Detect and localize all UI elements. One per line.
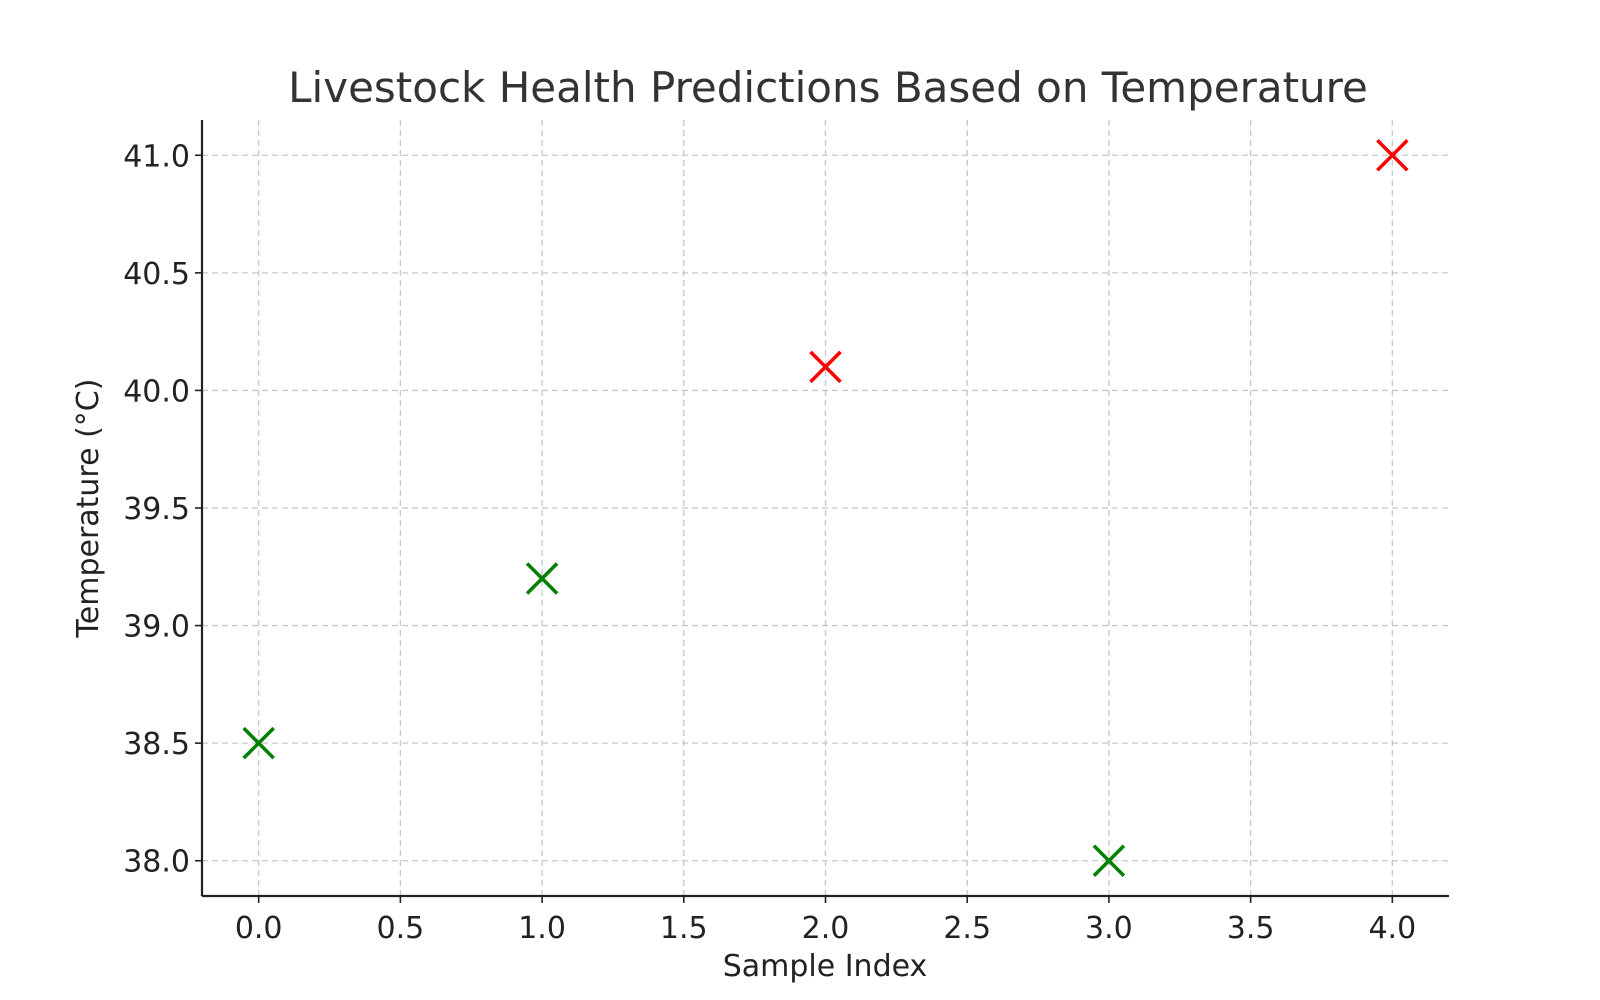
x-tick-label: 1.0 (518, 911, 566, 946)
y-tick-label: 40.5 (123, 257, 190, 292)
x-tick-label: 2.0 (802, 911, 850, 946)
y-tick-label: 40.0 (123, 374, 190, 409)
x-axis-label: Sample Index (723, 949, 928, 984)
x-tick-label: 0.0 (235, 911, 283, 946)
y-tick-label: 38.0 (123, 845, 190, 880)
y-tick-label: 41.0 (123, 139, 190, 174)
x-tick-label: 3.0 (1085, 911, 1133, 946)
x-axis-ticks: 0.0 0.5 1.0 1.5 2.0 2.5 3.0 3.5 4.0 (235, 896, 1416, 946)
y-tick-label: 38.5 (123, 727, 190, 762)
y-tick-label: 39.0 (123, 610, 190, 645)
y-axis-label: Temperature (°C) (71, 379, 106, 639)
y-axis-ticks: 38.0 38.5 39.0 39.5 40.0 40.5 41.0 (123, 139, 202, 880)
data-point-marker (242, 726, 275, 760)
x-tick-label: 2.5 (943, 911, 991, 946)
x-tick-label: 4.0 (1368, 911, 1416, 946)
x-tick-label: 1.5 (660, 911, 708, 946)
data-point-marker (809, 350, 842, 384)
y-tick-label: 39.5 (123, 492, 190, 527)
data-point-marker (1376, 139, 1409, 172)
chart-title: Livestock Health Predictions Based on Te… (288, 63, 1368, 112)
data-points (242, 139, 1409, 877)
x-tick-label: 3.5 (1227, 911, 1275, 946)
data-point-marker (525, 562, 559, 595)
x-tick-label: 0.5 (377, 911, 425, 946)
grid-lines (202, 120, 1449, 896)
data-point-marker (1092, 844, 1126, 877)
